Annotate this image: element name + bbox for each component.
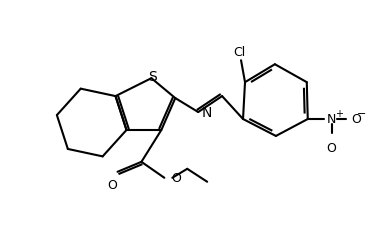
Text: N: N — [327, 113, 336, 126]
Text: Cl: Cl — [233, 46, 245, 59]
Text: O: O — [327, 142, 337, 155]
Text: N: N — [201, 106, 212, 120]
Text: S: S — [148, 70, 157, 84]
Text: +: + — [335, 109, 343, 119]
Text: O: O — [352, 113, 362, 126]
Text: −: − — [357, 109, 366, 119]
Text: O: O — [171, 172, 181, 185]
Text: O: O — [108, 179, 117, 192]
